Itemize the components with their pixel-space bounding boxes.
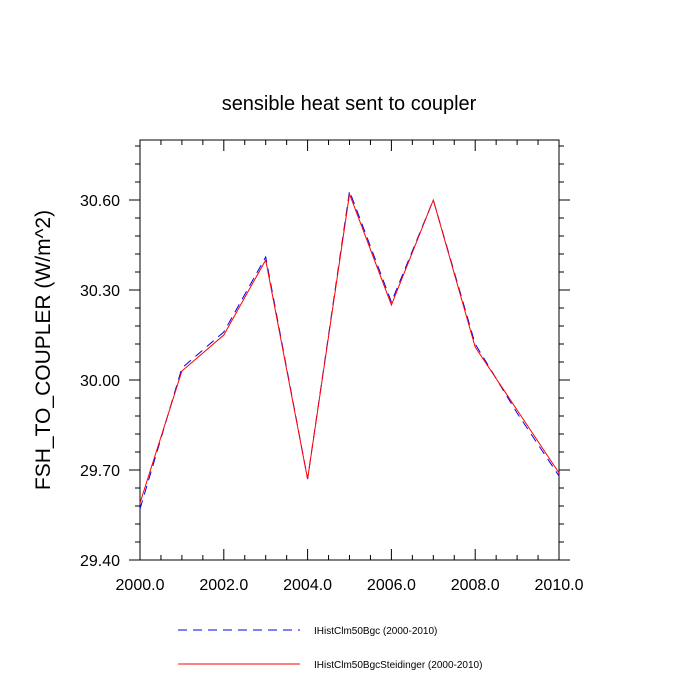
x-tick-label: 2006.0 [367,577,416,594]
y-tick-label: 29.40 [80,553,120,570]
y-axis-label: FSH_TO_COUPLER (W/m^2) [32,210,55,490]
legend-label-1: IHistClm50Bgc (2000-2010) [314,626,437,637]
y-tick-label: 30.60 [80,193,120,210]
series-line-2 [139,192,560,504]
axis-ticks: 2000.0 2002.0 2004.0 2006.0 2008.0 2010.0 29.4… [80,140,584,594]
series-layer [139,189,560,510]
x-tick-label: 2004.0 [283,577,332,594]
y-tick-label: 30.30 [80,283,120,300]
y-tick-label: 30.00 [80,373,120,390]
x-tick-label: 2008.0 [451,577,500,594]
plot-frame [139,139,560,561]
x-tick-label: 2002.0 [199,577,248,594]
x-tick-label: 2000.0 [116,577,165,594]
y-tick-label: 29.70 [80,463,120,480]
legend: IHistClm50Bgc (2000-2010) IHistClm50BgcSt… [178,626,482,671]
chart-title: sensible heat sent to coupler [222,93,477,115]
series-line-1 [139,189,560,510]
legend-label-2: IHistClm50BgcSteidinger (2000-2010) [314,660,482,671]
x-tick-label: 2010.0 [535,577,584,594]
plot-area [139,139,560,561]
